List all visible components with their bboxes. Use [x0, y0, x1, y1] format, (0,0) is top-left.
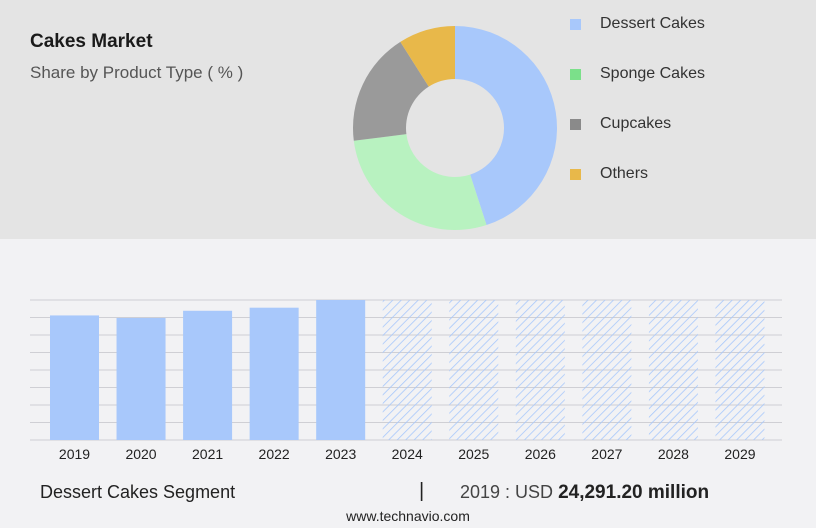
bar-2028 [648, 300, 698, 440]
x-tick-label: 2019 [59, 446, 90, 462]
bar-2024 [382, 300, 432, 440]
legend-label: Dessert Cakes [600, 15, 705, 32]
x-tick-label: 2029 [724, 446, 755, 462]
bar-2027 [582, 300, 632, 440]
legend-swatch [570, 18, 581, 30]
page-subtitle: Share by Product Type ( % ) [30, 63, 244, 82]
x-tick-label: 2024 [392, 446, 423, 462]
segment-value: 2019 : USD 24,291.20 million [460, 482, 709, 504]
source-link[interactable]: www.technavio.com [346, 508, 470, 524]
bar-chart: 2019 2020 2021 2022 2023 2024 2025 2026 2027 2028… [30, 299, 782, 462]
value-amount: 24,291.20 million [558, 482, 710, 503]
legend-swatch [570, 168, 581, 180]
legend-item-sponge-cakes: Sponge Cakes [570, 62, 790, 86]
legend-label: Sponge Cakes [600, 65, 705, 82]
bar-2020 [116, 317, 166, 440]
footer-separator: | [419, 480, 425, 502]
bar-2029 [715, 300, 765, 440]
bar-2022 [249, 307, 299, 440]
legend-swatch [570, 68, 581, 80]
donut-slice-sponge-cakes [353, 134, 487, 230]
x-tick-label: 2027 [591, 446, 622, 462]
legend-label: Cupcakes [600, 115, 672, 132]
x-tick-label: 2028 [658, 446, 689, 462]
legend-swatch [570, 118, 581, 130]
page-title: Cakes Market [30, 31, 153, 52]
bar-2021 [183, 310, 233, 440]
x-tick-label: 2023 [325, 446, 356, 462]
bar-2026 [515, 300, 565, 440]
segment-label: Dessert Cakes Segment [40, 482, 236, 502]
legend-item-others: Others [570, 162, 790, 186]
donut-slice-dessert-cakes [455, 26, 557, 226]
bar-2023 [316, 300, 366, 440]
bar-2019 [50, 315, 99, 440]
legend-item-cupcakes: Cupcakes [570, 112, 790, 136]
x-tick-label: 2021 [192, 446, 223, 462]
legend-label: Others [600, 165, 649, 182]
year-unit: 2019 : USD [460, 482, 554, 502]
x-tick-label: 2022 [259, 446, 290, 462]
donut-chart [353, 26, 557, 230]
donut-slice-others [400, 26, 455, 87]
x-tick-label: 2025 [458, 446, 489, 462]
legend-item-dessert-cakes: Dessert Cakes [570, 12, 790, 36]
x-tick-label: 2020 [125, 446, 156, 462]
donut-slice-cupcakes [353, 41, 429, 141]
bar-2025 [449, 300, 499, 440]
x-tick-label: 2026 [525, 446, 556, 462]
